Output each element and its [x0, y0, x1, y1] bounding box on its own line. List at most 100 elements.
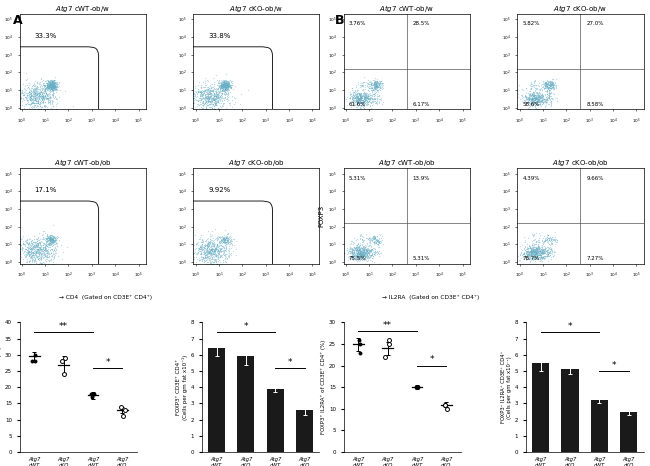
Point: [205, 250, 215, 257]
Point: [42, 84, 53, 92]
Point: [530, 248, 540, 256]
Point: [372, 240, 382, 248]
Point: [220, 86, 230, 93]
Point: [31, 251, 41, 258]
Text: *: *: [567, 322, 572, 331]
Point: [526, 240, 537, 247]
Point: [213, 91, 224, 99]
Point: [21, 238, 32, 245]
Point: [209, 236, 220, 243]
Point: [195, 243, 205, 251]
Point: [370, 90, 380, 97]
Point: [47, 85, 57, 93]
Point: [42, 79, 52, 87]
Point: [519, 251, 529, 258]
Point: [28, 103, 38, 110]
Point: [214, 79, 224, 86]
Point: [40, 85, 50, 93]
Point: [44, 234, 55, 242]
Point: [523, 95, 534, 102]
Point: [353, 254, 363, 262]
Point: [207, 86, 217, 94]
Point: [47, 84, 58, 91]
Point: [352, 94, 363, 102]
Point: [188, 246, 199, 254]
Point: [49, 82, 59, 90]
Point: [222, 80, 232, 88]
Point: [188, 96, 199, 103]
Point: [194, 233, 205, 241]
Point: [42, 82, 53, 89]
Point: [226, 239, 236, 247]
Point: [354, 96, 364, 103]
Point: [23, 240, 33, 247]
Point: [544, 81, 554, 89]
Point: [35, 92, 46, 100]
Point: [193, 260, 203, 267]
Point: [354, 94, 364, 102]
Point: [369, 81, 379, 89]
Point: [373, 236, 384, 243]
Point: [44, 78, 55, 85]
Point: [14, 255, 25, 263]
Point: [225, 82, 235, 89]
Point: [46, 79, 57, 87]
Point: [532, 105, 543, 113]
Point: [52, 78, 62, 86]
Point: [365, 104, 376, 111]
Point: [536, 81, 547, 89]
Point: [41, 244, 51, 251]
Point: [38, 94, 49, 102]
Point: [48, 83, 58, 91]
Point: [526, 91, 537, 98]
Point: [44, 87, 54, 95]
Point: [542, 249, 552, 256]
Y-axis label: FOXP3: FOXP3: [0, 205, 1, 227]
Point: [216, 242, 227, 249]
Point: [50, 234, 60, 241]
Point: [543, 77, 553, 84]
Point: [206, 241, 216, 249]
Point: [352, 250, 362, 258]
Point: [222, 79, 232, 87]
Point: [354, 243, 364, 250]
Point: [190, 92, 200, 100]
Point: [531, 246, 541, 254]
Point: [200, 81, 211, 89]
Point: [204, 106, 214, 113]
Point: [26, 251, 36, 258]
Point: [212, 254, 222, 261]
Point: [222, 81, 233, 88]
Point: [33, 256, 44, 263]
Point: [21, 100, 31, 107]
Point: [362, 95, 372, 102]
Point: [198, 97, 209, 105]
Point: [543, 78, 553, 86]
Point: [358, 248, 369, 255]
Point: [354, 251, 365, 258]
Point: [544, 100, 554, 108]
Point: [545, 78, 556, 85]
Point: [29, 84, 39, 92]
Point: [349, 91, 359, 98]
Point: [209, 102, 220, 110]
Point: [355, 93, 365, 101]
Point: [209, 248, 220, 255]
Point: [22, 242, 32, 249]
Point: [357, 253, 367, 260]
Point: [42, 81, 53, 89]
Point: [355, 252, 365, 259]
Point: [34, 238, 44, 246]
Point: [47, 84, 58, 92]
Point: [28, 85, 38, 93]
Point: [51, 88, 61, 95]
Point: [525, 100, 535, 108]
Point: [200, 240, 211, 247]
Point: [42, 234, 52, 242]
Point: [205, 251, 215, 259]
Point: [46, 82, 57, 89]
Point: [373, 241, 384, 249]
Point: [357, 93, 367, 100]
Point: [374, 80, 384, 87]
Point: [536, 96, 546, 104]
